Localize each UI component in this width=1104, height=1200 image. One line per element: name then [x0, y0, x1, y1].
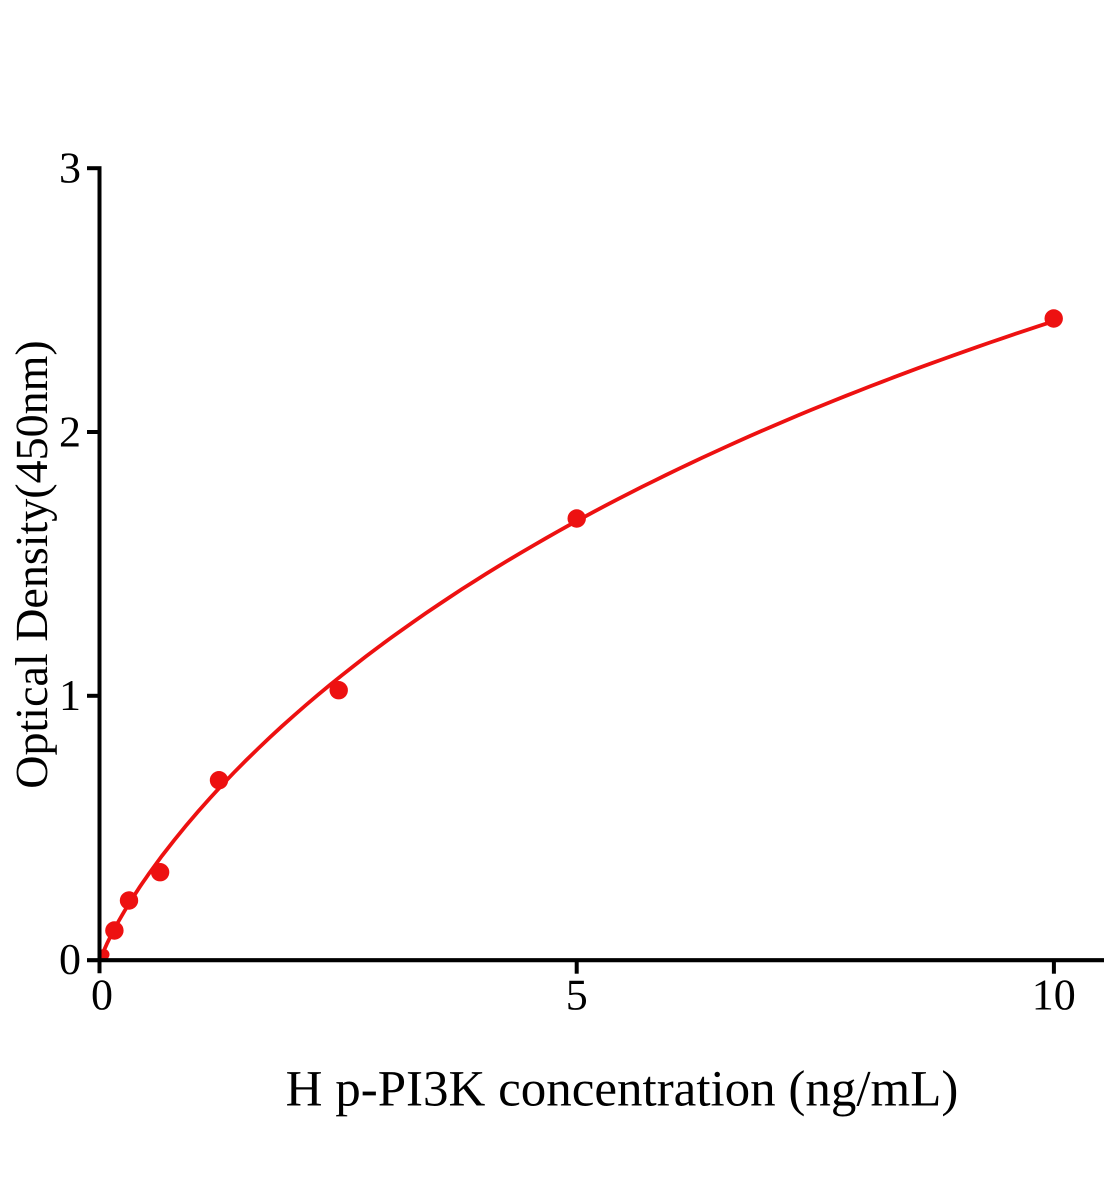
svg-text:1: 1: [59, 671, 81, 720]
svg-text:10: 10: [1032, 971, 1076, 1020]
svg-text:0: 0: [91, 971, 113, 1020]
svg-text:3: 3: [59, 144, 81, 193]
svg-text:2: 2: [59, 407, 81, 456]
svg-text:Optical Density(450nm): Optical Density(450nm): [6, 340, 57, 788]
svg-text:5: 5: [566, 971, 588, 1020]
svg-text:0: 0: [59, 935, 81, 984]
svg-text:H p-PI3K concentration (ng/mL): H p-PI3K concentration (ng/mL): [286, 1062, 959, 1118]
